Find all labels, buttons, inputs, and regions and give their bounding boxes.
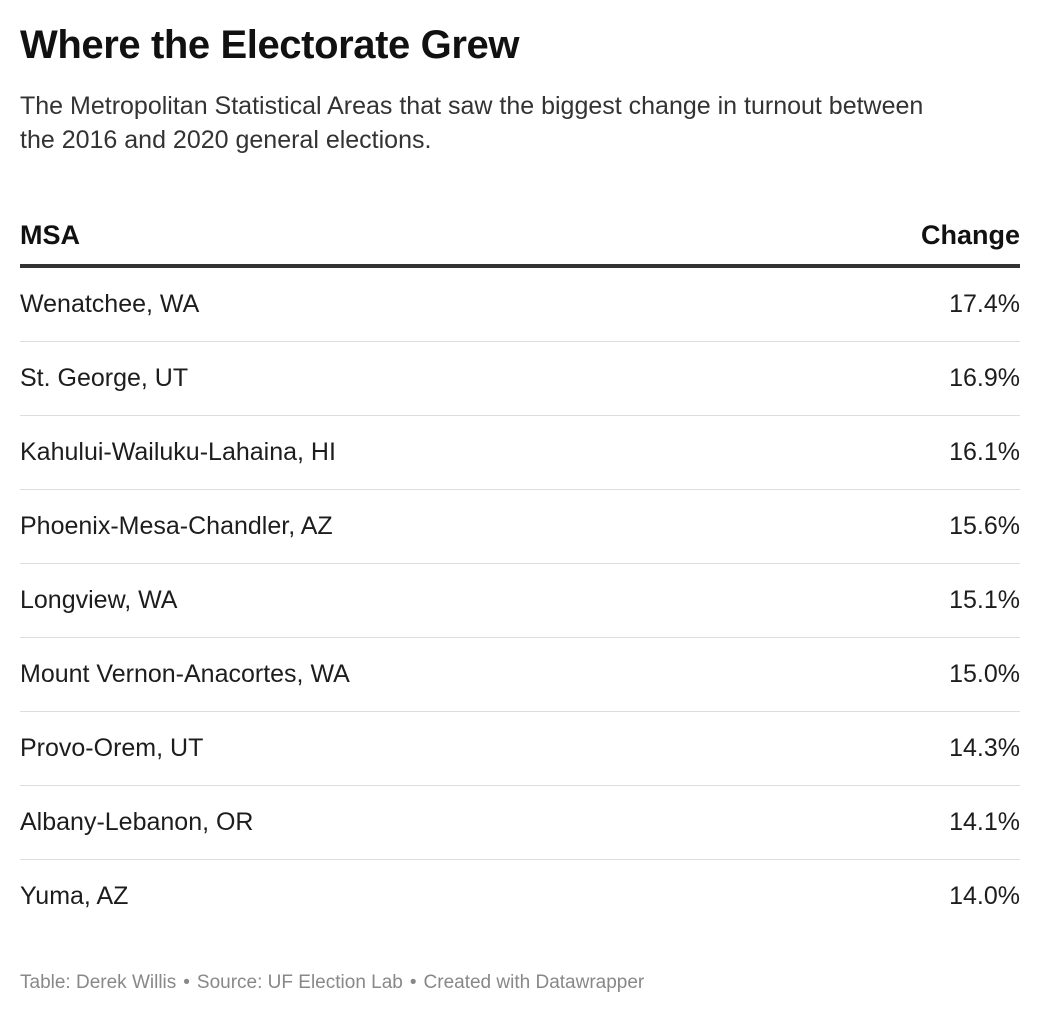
msa-cell: Provo-Orem, UT <box>20 734 204 762</box>
change-cell: 17.4% <box>949 290 1020 318</box>
table-row: Mount Vernon-Anacortes, WA 15.0% <box>20 638 1020 712</box>
table-body: Wenatchee, WA 17.4% St. George, UT 16.9% Kah… <box>20 268 1020 933</box>
msa-cell: Albany-Lebanon, OR <box>20 808 254 836</box>
msa-cell: Mount Vernon-Anacortes, WA <box>20 660 350 688</box>
msa-cell: Longview, WA <box>20 586 178 614</box>
footer-credit: Table: Derek Willis <box>20 972 177 993</box>
change-cell: 14.0% <box>949 882 1020 910</box>
change-cell: 15.6% <box>949 512 1020 540</box>
change-cell: 15.0% <box>949 660 1020 688</box>
table-row: Phoenix-Mesa-Chandler, AZ 15.6% <box>20 490 1020 564</box>
footer-separator: • <box>183 972 190 993</box>
chart-title: Where the Electorate Grew <box>20 23 520 67</box>
table-row: Longview, WA 15.1% <box>20 564 1020 638</box>
change-cell: 15.1% <box>949 586 1020 614</box>
table-row: Yuma, AZ 14.0% <box>20 860 1020 933</box>
table-row: Wenatchee, WA 17.4% <box>20 268 1020 342</box>
footer-separator: • <box>409 972 417 993</box>
data-table: MSA Change Wenatchee, WA 17.4% St. George,… <box>20 206 1020 933</box>
column-header-change[interactable]: Change <box>920 219 1020 250</box>
table-row: Kahului-Wailuku-Lahaina, HI 16.1% <box>20 416 1020 490</box>
msa-cell: Yuma, AZ <box>20 882 129 910</box>
msa-cell: Wenatchee, WA <box>20 290 200 318</box>
table-row: Provo-Orem, UT 14.3% <box>20 712 1020 786</box>
column-header-msa[interactable]: MSA <box>20 219 80 250</box>
chart-subtitle: The Metropolitan Statistical Areas that … <box>20 92 924 154</box>
table-header: MSA Change <box>20 206 1020 268</box>
footer-source: Source: UF Election Lab <box>196 972 403 993</box>
msa-cell: Kahului-Wailuku-Lahaina, HI <box>20 438 336 466</box>
msa-cell: Phoenix-Mesa-Chandler, AZ <box>20 512 333 540</box>
chart-footer: Table: Derek Willis • Source: UF Election … <box>20 972 644 994</box>
msa-cell: St. George, UT <box>20 364 189 392</box>
change-cell: 16.9% <box>949 364 1020 392</box>
table-row: St. George, UT 16.9% <box>20 342 1020 416</box>
change-cell: 14.1% <box>949 808 1020 836</box>
change-cell: 14.3% <box>949 734 1020 762</box>
footer-tool: Created with Datawrapper <box>423 972 645 993</box>
table-row: Albany-Lebanon, OR 14.1% <box>20 786 1020 860</box>
change-cell: 16.1% <box>949 438 1020 466</box>
